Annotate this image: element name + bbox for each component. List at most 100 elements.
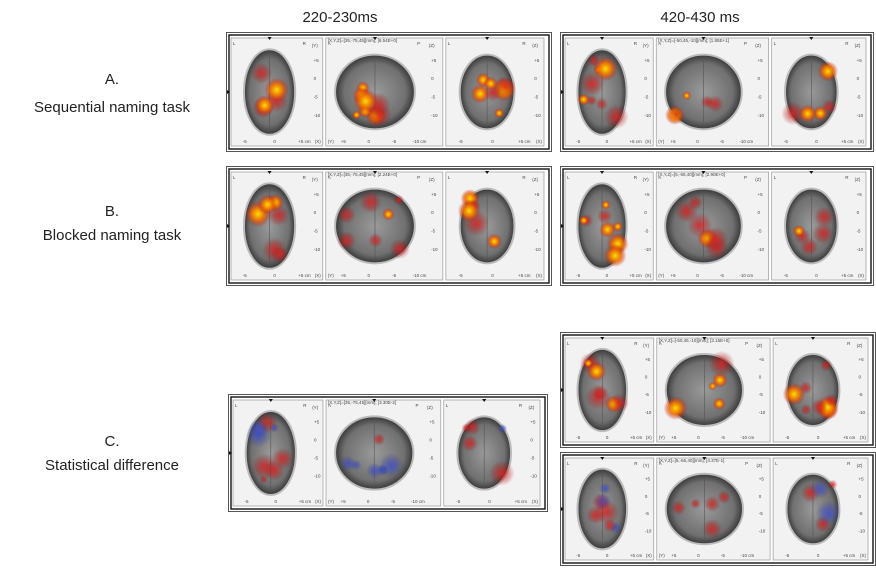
activation <box>372 433 385 446</box>
tick-label: 0 <box>491 273 494 278</box>
tick-label: -5 <box>244 499 248 504</box>
activation <box>704 495 721 513</box>
marker <box>372 171 377 174</box>
marker <box>809 171 814 174</box>
tick-label: -5 <box>857 228 861 233</box>
tick-label: -10 <box>857 247 864 252</box>
activation <box>601 200 611 210</box>
panel-set: L R (Y)+50-5-10-5 0 +5 cm (X)A P (Z)+50-5-10+5 0… <box>560 332 876 448</box>
activation <box>815 500 842 526</box>
tick-label: -10 <box>534 113 541 118</box>
view-label: L <box>448 175 451 180</box>
axis-label: (Z) <box>429 43 435 48</box>
tick-label: +5 cm <box>630 435 643 440</box>
tick-label: -10 <box>645 410 652 415</box>
activation <box>393 194 405 206</box>
activation <box>461 423 472 433</box>
marker <box>810 457 815 460</box>
tick-label: -10 cm <box>741 435 755 440</box>
tick-label: -10 cm <box>741 553 755 558</box>
axis-label: (Y) <box>658 273 665 278</box>
activation <box>682 91 692 101</box>
axis-label: (Z) <box>756 463 762 468</box>
axis-label: (Y) <box>643 343 650 348</box>
tick-label: -5 <box>459 139 463 144</box>
activation <box>248 419 269 439</box>
tick-label: 0 <box>491 139 494 144</box>
tick-label: +5 <box>644 192 650 197</box>
tick-label: -5 <box>759 511 763 516</box>
activation <box>264 77 289 103</box>
axis-label: (X) <box>858 273 865 278</box>
tick-label: 0 <box>606 273 609 278</box>
tick-label: +5 cm <box>299 499 312 504</box>
view-label: P <box>744 175 747 180</box>
tick-label: 0 <box>859 494 862 499</box>
tick-label: +5 <box>759 357 765 362</box>
tick-label: +5 <box>671 435 677 440</box>
tick-label: -10 <box>534 247 541 252</box>
activation <box>483 76 498 91</box>
tick-label: +5 <box>671 553 677 558</box>
panel-set: L R (Y)+50-5-10-5 0 +5 cm (X)A P (Z)+50-5-10+5 0… <box>560 452 876 566</box>
activation <box>599 221 616 238</box>
tick-label: -10 cm <box>413 139 427 144</box>
tick-label: -10 <box>759 410 766 415</box>
activation <box>782 382 806 406</box>
marker <box>227 90 230 94</box>
activation <box>337 205 356 224</box>
view-label: A <box>328 41 331 46</box>
activation <box>578 215 589 226</box>
marker <box>485 37 490 40</box>
tick-label: 0 <box>645 375 648 380</box>
marker <box>561 90 564 94</box>
marker <box>372 37 377 40</box>
activation <box>706 95 724 113</box>
tick-label: +5 <box>314 58 320 63</box>
view-label: P <box>745 341 748 346</box>
tick-label: +5 cm <box>518 139 531 144</box>
axis-label: (X) <box>860 435 867 440</box>
tick-label: -5 <box>644 228 648 233</box>
activation <box>497 423 508 434</box>
tick-label: -10 cm <box>411 499 425 504</box>
axis-label: (Z) <box>855 177 861 182</box>
view-label: R <box>519 403 523 408</box>
view-label: P <box>744 41 747 46</box>
axis-label: (X) <box>315 139 322 144</box>
tick-label: 0 <box>857 210 860 215</box>
tick-label: -10 <box>644 247 651 252</box>
tick-label: +5 <box>757 58 763 63</box>
tick-label: -5 <box>534 94 538 99</box>
tick-label: 0 <box>815 273 818 278</box>
tick-label: 0 <box>314 210 317 215</box>
tick-label: -5 <box>645 511 649 516</box>
tick-label: -5 <box>576 273 580 278</box>
tick-label: -5 <box>644 94 648 99</box>
axis-label: (X) <box>646 435 653 440</box>
view-label: R <box>847 341 851 346</box>
tick-label: 0 <box>488 499 491 504</box>
tick-label: -5 <box>785 435 789 440</box>
panels: L R (Y)+50-5-10-5 0 +5 cm (X)A P (Z)+50-5-10+5 0… <box>226 32 876 566</box>
tick-label: -5 <box>720 139 724 144</box>
activation <box>263 460 285 481</box>
tick-label: 0 <box>534 210 537 215</box>
activation <box>580 71 605 96</box>
tick-label: -5 <box>645 392 649 397</box>
tick-label: -5 <box>576 139 580 144</box>
activation <box>690 498 701 509</box>
axis-label: (Y) <box>328 499 335 504</box>
activation <box>389 238 410 260</box>
tick-label: -5 <box>576 553 580 558</box>
axis-label: (X) <box>532 499 539 504</box>
view-label: L <box>567 175 570 180</box>
view-label: R <box>634 461 638 466</box>
tick-label: 0 <box>431 210 434 215</box>
activation <box>813 206 835 228</box>
tick-label: 0 <box>367 139 370 144</box>
tick-label: -5 <box>431 94 435 99</box>
view-label: L <box>446 403 449 408</box>
marker <box>701 37 706 40</box>
view-label: L <box>567 461 570 466</box>
